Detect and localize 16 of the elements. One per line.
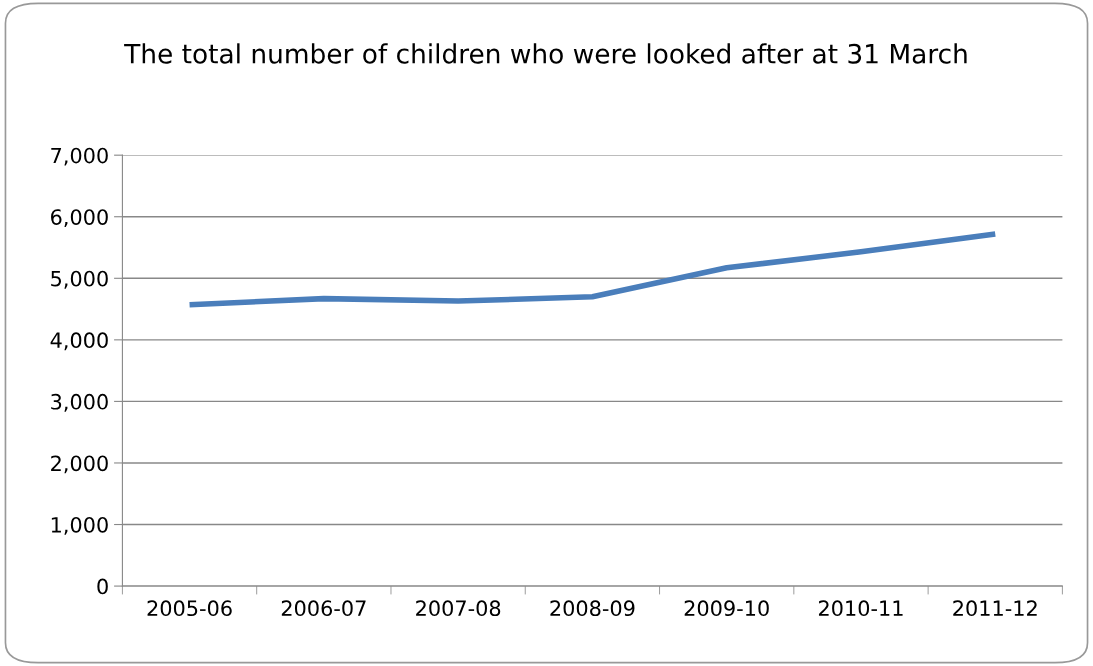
x-tick-label: 2010-11 xyxy=(818,600,903,617)
x-tick-label: 2005-06 xyxy=(147,600,232,617)
y-tick-label: 4,000 xyxy=(50,332,108,351)
x-tick-label: 2008-09 xyxy=(550,600,635,617)
y-tick-label: 3,000 xyxy=(51,393,108,412)
x-tick-label: 2006-07 xyxy=(281,600,366,617)
x-tick-label: 2009-10 xyxy=(684,600,769,617)
y-tick-label: 1,000 xyxy=(51,516,108,535)
y-tick-label: 5,000 xyxy=(51,270,108,289)
chart-title: The total number of children who were looked after at 31 March xyxy=(124,43,967,64)
y-tick-label: 0 xyxy=(97,578,108,595)
x-tick-label: 2007-08 xyxy=(416,600,501,617)
y-tick-label: 6,000 xyxy=(51,209,108,228)
x-tick-label: 2011-12 xyxy=(953,600,1037,617)
y-tick-label: 7,000 xyxy=(51,147,108,166)
y-tick-label: 2,000 xyxy=(51,455,108,474)
